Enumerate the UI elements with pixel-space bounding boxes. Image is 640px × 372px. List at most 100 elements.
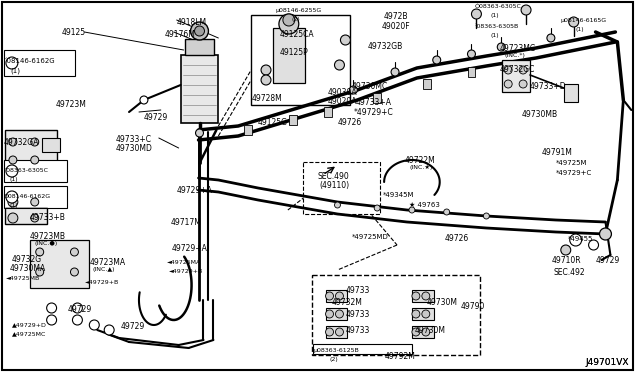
Circle shape [472, 9, 481, 19]
Text: 49733+C: 49733+C [115, 135, 151, 144]
Text: 49723MA: 49723MA [90, 258, 125, 267]
Circle shape [483, 213, 490, 219]
Circle shape [497, 43, 505, 51]
Bar [184, 39, 214, 55]
Bar [180, 55, 218, 123]
Text: ³08363-6305B: ³08363-6305B [474, 24, 518, 29]
Circle shape [90, 320, 99, 330]
Text: 49732G: 49732G [12, 255, 42, 264]
Circle shape [412, 328, 420, 336]
Text: 49020F: 49020F [381, 22, 410, 31]
Circle shape [412, 292, 420, 300]
Text: (INC.●): (INC.●) [35, 241, 58, 246]
Circle shape [6, 165, 18, 177]
Circle shape [335, 310, 344, 318]
Bar [4, 160, 67, 182]
Text: 49125CA: 49125CA [280, 30, 314, 39]
Text: J49701VX: J49701VX [586, 358, 629, 367]
Text: 49729: 49729 [121, 322, 145, 331]
Text: 49717M: 49717M [171, 218, 202, 227]
Bar [412, 326, 434, 338]
Text: ★ 49763: ★ 49763 [409, 202, 440, 208]
Circle shape [36, 268, 44, 276]
Circle shape [283, 14, 295, 26]
Text: 49733: 49733 [346, 286, 370, 295]
Bar [312, 275, 481, 355]
Bar [412, 290, 434, 302]
Bar [5, 130, 56, 174]
Text: 49722M: 49722M [405, 156, 436, 165]
Bar [324, 107, 332, 117]
Circle shape [335, 328, 344, 336]
Text: ◄49729+B: ◄49729+B [85, 280, 120, 285]
Text: 4918LM: 4918LM [177, 18, 207, 27]
Bar [564, 84, 578, 102]
Circle shape [422, 292, 430, 300]
Text: (1): (1) [10, 203, 19, 208]
Circle shape [409, 207, 415, 213]
Text: 49726: 49726 [445, 234, 469, 243]
Text: *49345M: *49345M [383, 192, 415, 198]
Circle shape [6, 191, 18, 203]
Bar [412, 308, 434, 320]
Circle shape [504, 66, 512, 74]
Text: 49733+B: 49733+B [30, 213, 66, 222]
Circle shape [504, 80, 512, 88]
Text: 49730M: 49730M [415, 326, 446, 335]
Text: ´08146-6162G: ´08146-6162G [4, 58, 56, 64]
Text: 49729: 49729 [67, 305, 92, 314]
Text: *49455: *49455 [568, 236, 593, 242]
Text: 49723MB: 49723MB [30, 232, 66, 241]
Circle shape [47, 303, 56, 313]
Circle shape [279, 14, 299, 34]
Circle shape [326, 310, 333, 318]
Text: 49730MA: 49730MA [10, 264, 46, 273]
Text: (2): (2) [292, 17, 301, 22]
Bar [251, 15, 350, 105]
Bar [4, 50, 76, 76]
Circle shape [9, 138, 17, 146]
Bar [244, 125, 252, 135]
Circle shape [36, 248, 44, 256]
Circle shape [561, 245, 571, 255]
Text: 49730MD: 49730MD [115, 144, 152, 153]
Circle shape [433, 56, 441, 64]
Text: 49733: 49733 [346, 326, 370, 335]
Circle shape [140, 96, 148, 104]
Circle shape [569, 17, 579, 27]
Circle shape [196, 129, 204, 137]
Circle shape [600, 228, 611, 240]
Circle shape [195, 26, 204, 36]
Text: SEC.490: SEC.490 [317, 172, 349, 181]
Text: 49733+A: 49733+A [355, 98, 391, 107]
Circle shape [326, 328, 333, 336]
Text: SEC.492: SEC.492 [554, 268, 586, 277]
Text: Ó08363-6305C: Ó08363-6305C [474, 4, 522, 9]
Text: Ð08146-6162G: Ð08146-6162G [4, 194, 51, 199]
Circle shape [519, 80, 527, 88]
Bar [4, 186, 67, 208]
Text: 49730MC: 49730MC [351, 82, 388, 91]
Circle shape [547, 34, 555, 42]
Bar [42, 138, 60, 152]
Circle shape [570, 234, 582, 246]
Text: (INC.▲): (INC.▲) [92, 267, 115, 272]
Text: *49725MD: *49725MD [351, 234, 388, 240]
Text: 49732GA: 49732GA [4, 138, 39, 147]
Circle shape [335, 292, 344, 300]
Text: 49730MB: 49730MB [522, 110, 558, 119]
Text: J49701VX: J49701VX [586, 358, 629, 367]
Text: 49732GC: 49732GC [499, 65, 534, 74]
Circle shape [9, 156, 17, 164]
Circle shape [521, 5, 531, 15]
Text: 49125P: 49125P [280, 48, 308, 57]
Circle shape [8, 213, 18, 223]
Circle shape [335, 60, 344, 70]
Text: 49020A: 49020A [328, 97, 357, 106]
Text: µ08146-6165G: µ08146-6165G [561, 18, 607, 23]
Circle shape [70, 248, 79, 256]
Circle shape [47, 315, 56, 325]
Text: µ08146-6255G: µ08146-6255G [276, 8, 322, 13]
Text: 49790: 49790 [461, 302, 485, 311]
Bar [423, 79, 431, 89]
